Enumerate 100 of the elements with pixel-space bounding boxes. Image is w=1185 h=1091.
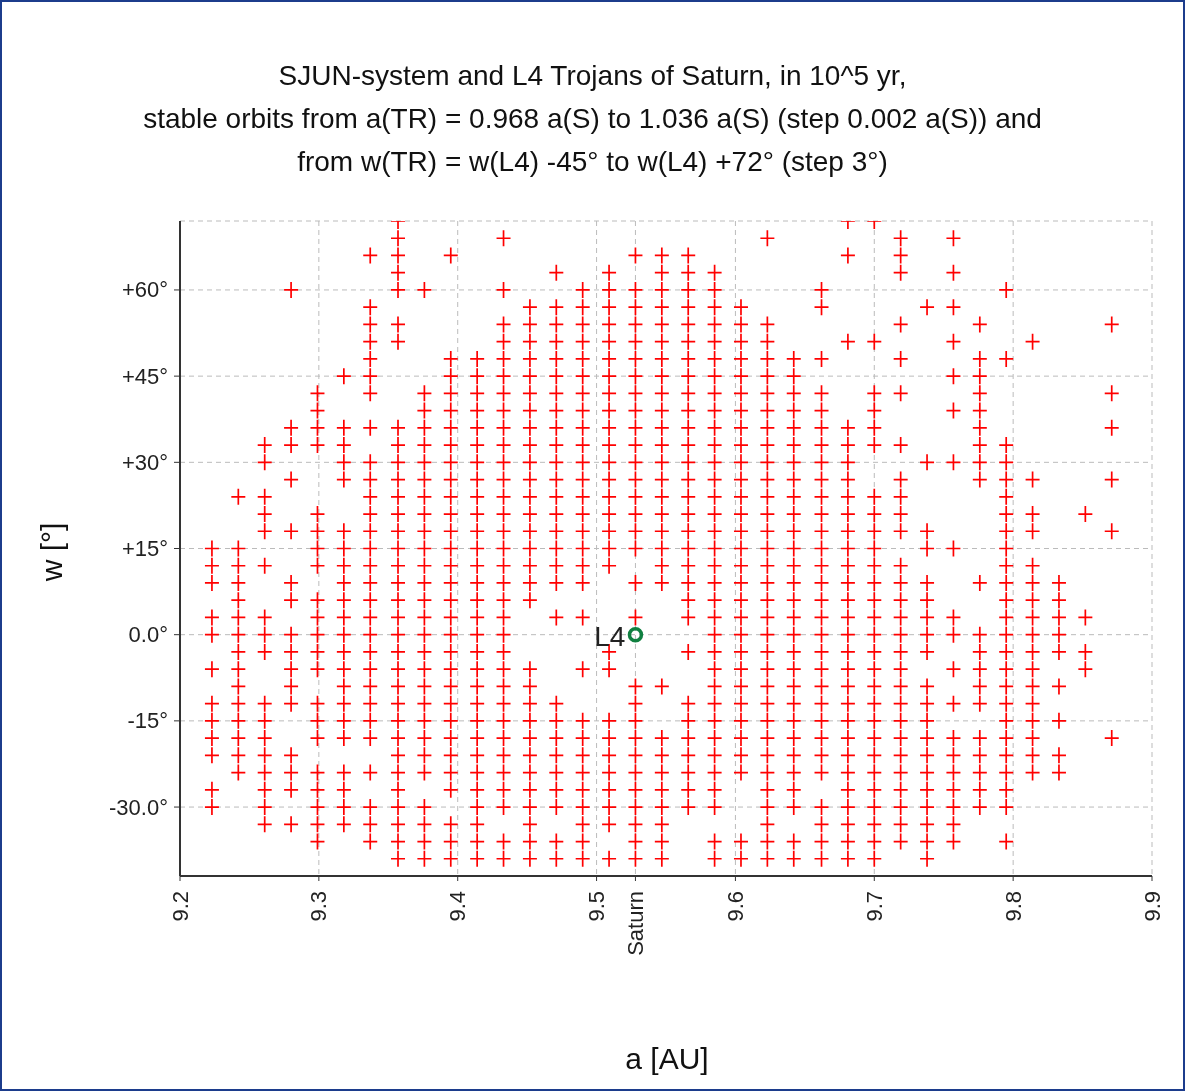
- point: [495, 350, 512, 368]
- point: [522, 660, 538, 679]
- point: [390, 712, 406, 730]
- point: [733, 746, 749, 765]
- point: [601, 539, 617, 558]
- point: [442, 729, 459, 747]
- point: [892, 574, 909, 592]
- point: [230, 556, 247, 575]
- point: [892, 712, 909, 730]
- point: [601, 367, 617, 385]
- point: [230, 763, 247, 782]
- point: [601, 729, 617, 747]
- point: [919, 780, 935, 799]
- point: [390, 453, 406, 472]
- point: [706, 263, 723, 282]
- point: [309, 832, 326, 851]
- point: [283, 746, 299, 765]
- point: [362, 315, 379, 334]
- point: [653, 556, 670, 575]
- point: [892, 315, 909, 334]
- point: [971, 763, 988, 782]
- point: [256, 712, 273, 730]
- point: [336, 574, 352, 592]
- point: [733, 660, 749, 679]
- point: [653, 350, 670, 368]
- point: [945, 229, 962, 248]
- point: [759, 487, 776, 506]
- point: [442, 522, 459, 541]
- point: [230, 694, 247, 713]
- point: [971, 694, 988, 713]
- point: [706, 660, 723, 679]
- point: [627, 470, 644, 489]
- point: [813, 608, 830, 627]
- point: [574, 350, 591, 368]
- point: [785, 556, 802, 575]
- point: [840, 470, 856, 489]
- point: [548, 763, 565, 782]
- point: [998, 470, 1015, 489]
- point: [469, 574, 485, 592]
- point: [998, 763, 1015, 782]
- point: [813, 712, 830, 730]
- point: [309, 418, 326, 437]
- point: [469, 350, 485, 368]
- point: [362, 660, 379, 679]
- point: [309, 763, 326, 782]
- point: [813, 470, 830, 489]
- point: [283, 436, 299, 454]
- point: [548, 798, 565, 816]
- point: [759, 815, 776, 834]
- point: [840, 505, 856, 523]
- point: [336, 815, 352, 834]
- point: [892, 556, 909, 575]
- point: [998, 539, 1015, 558]
- point: [653, 470, 670, 489]
- point: [733, 298, 749, 317]
- point: [971, 470, 988, 489]
- point: [362, 574, 379, 592]
- point: [1103, 522, 1120, 541]
- point: [706, 608, 723, 627]
- point: [813, 832, 830, 851]
- point: [1077, 660, 1094, 679]
- point: [706, 625, 723, 644]
- point: [362, 591, 379, 610]
- point: [733, 315, 749, 334]
- point: [945, 694, 962, 713]
- point: [627, 281, 644, 299]
- point: [706, 798, 723, 816]
- point: [362, 677, 379, 696]
- point: [469, 798, 485, 816]
- point: [1051, 643, 1067, 661]
- point: [840, 746, 856, 765]
- point: [495, 729, 512, 747]
- point: [971, 780, 988, 799]
- point: [945, 798, 962, 816]
- point: [469, 418, 485, 437]
- point: [336, 780, 352, 799]
- point: [336, 763, 352, 782]
- point: [866, 694, 883, 713]
- point: [390, 643, 406, 661]
- point: [204, 729, 220, 747]
- point: [390, 694, 406, 713]
- point: [813, 798, 830, 816]
- point: [627, 332, 644, 351]
- point: [866, 746, 883, 765]
- point: [204, 556, 220, 575]
- point: [442, 694, 459, 713]
- point: [813, 556, 830, 575]
- point: [971, 436, 988, 454]
- point: [1051, 574, 1067, 592]
- point: [998, 505, 1015, 523]
- point: [971, 350, 988, 368]
- point: [840, 643, 856, 661]
- point: [548, 401, 565, 420]
- point: [919, 625, 935, 644]
- point: [574, 401, 591, 420]
- point: [919, 539, 935, 558]
- point: [601, 763, 617, 782]
- point: [733, 418, 749, 437]
- point: [256, 522, 273, 541]
- point: [733, 487, 749, 506]
